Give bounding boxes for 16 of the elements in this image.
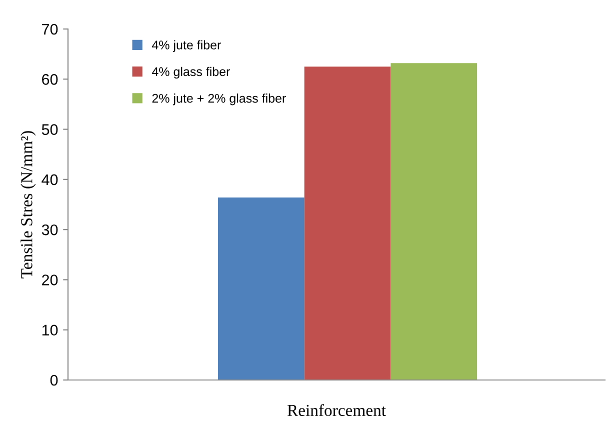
y-tick-label: 0 [50, 374, 58, 386]
bar [218, 197, 304, 380]
legend-label: 4% jute fiber [152, 40, 221, 52]
y-tick-label: 40 [42, 174, 58, 186]
y-tick-label: 60 [42, 74, 58, 85]
y-tick-label: 10 [42, 324, 58, 336]
bar [304, 66, 391, 380]
x-axis-title: Reinforcement [287, 404, 386, 416]
y-axis-title: Tensile Stres (N/mm²) [20, 131, 36, 278]
legend-label: 4% glass fiber [152, 66, 230, 79]
y-tick-label: 30 [42, 224, 58, 236]
bar [390, 63, 478, 380]
y-tick-label: 20 [42, 274, 58, 286]
y-tick-label: 70 [42, 24, 58, 35]
y-tick-label: 50 [42, 124, 58, 135]
legend-label: 2% jute + 2% glass fiber [152, 94, 286, 106]
